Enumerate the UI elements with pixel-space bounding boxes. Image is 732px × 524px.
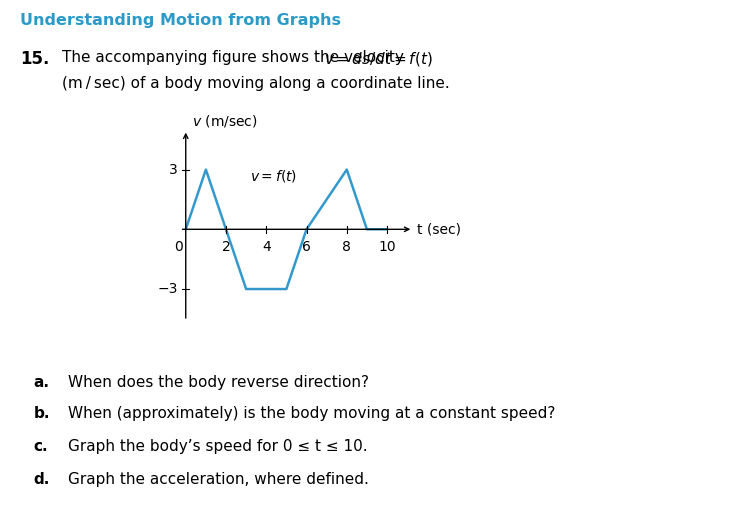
Text: 0: 0 bbox=[174, 240, 183, 254]
Text: 3: 3 bbox=[169, 162, 178, 177]
Text: c.: c. bbox=[34, 439, 48, 454]
Text: 15.: 15. bbox=[20, 50, 50, 68]
Text: $v$ (m/sec): $v$ (m/sec) bbox=[192, 113, 258, 129]
Text: 8: 8 bbox=[343, 240, 351, 254]
Text: 10: 10 bbox=[378, 240, 396, 254]
Text: b.: b. bbox=[34, 406, 51, 421]
Text: t (sec): t (sec) bbox=[417, 222, 461, 236]
Text: Understanding Motion from Graphs: Understanding Motion from Graphs bbox=[20, 13, 342, 28]
Text: 6: 6 bbox=[302, 240, 311, 254]
Text: 2: 2 bbox=[222, 240, 231, 254]
Text: 4: 4 bbox=[262, 240, 271, 254]
Text: When (approximately) is the body moving at a constant speed?: When (approximately) is the body moving … bbox=[68, 406, 556, 421]
Text: When does the body reverse direction?: When does the body reverse direction? bbox=[68, 375, 369, 390]
Text: a.: a. bbox=[34, 375, 50, 390]
Text: $v = ds/dt = f(t)$: $v = ds/dt = f(t)$ bbox=[324, 50, 433, 68]
Text: Graph the body’s speed for 0 ≤ t ≤ 10.: Graph the body’s speed for 0 ≤ t ≤ 10. bbox=[68, 439, 367, 454]
Text: −3: −3 bbox=[157, 282, 178, 296]
Text: The accompanying figure shows the velocity: The accompanying figure shows the veloci… bbox=[62, 50, 409, 65]
Text: Graph the acceleration, where defined.: Graph the acceleration, where defined. bbox=[68, 472, 369, 487]
Text: (m / sec) of a body moving along a coordinate line.: (m / sec) of a body moving along a coord… bbox=[62, 76, 450, 91]
Text: d.: d. bbox=[34, 472, 50, 487]
Text: $v = f(t)$: $v = f(t)$ bbox=[250, 168, 297, 183]
